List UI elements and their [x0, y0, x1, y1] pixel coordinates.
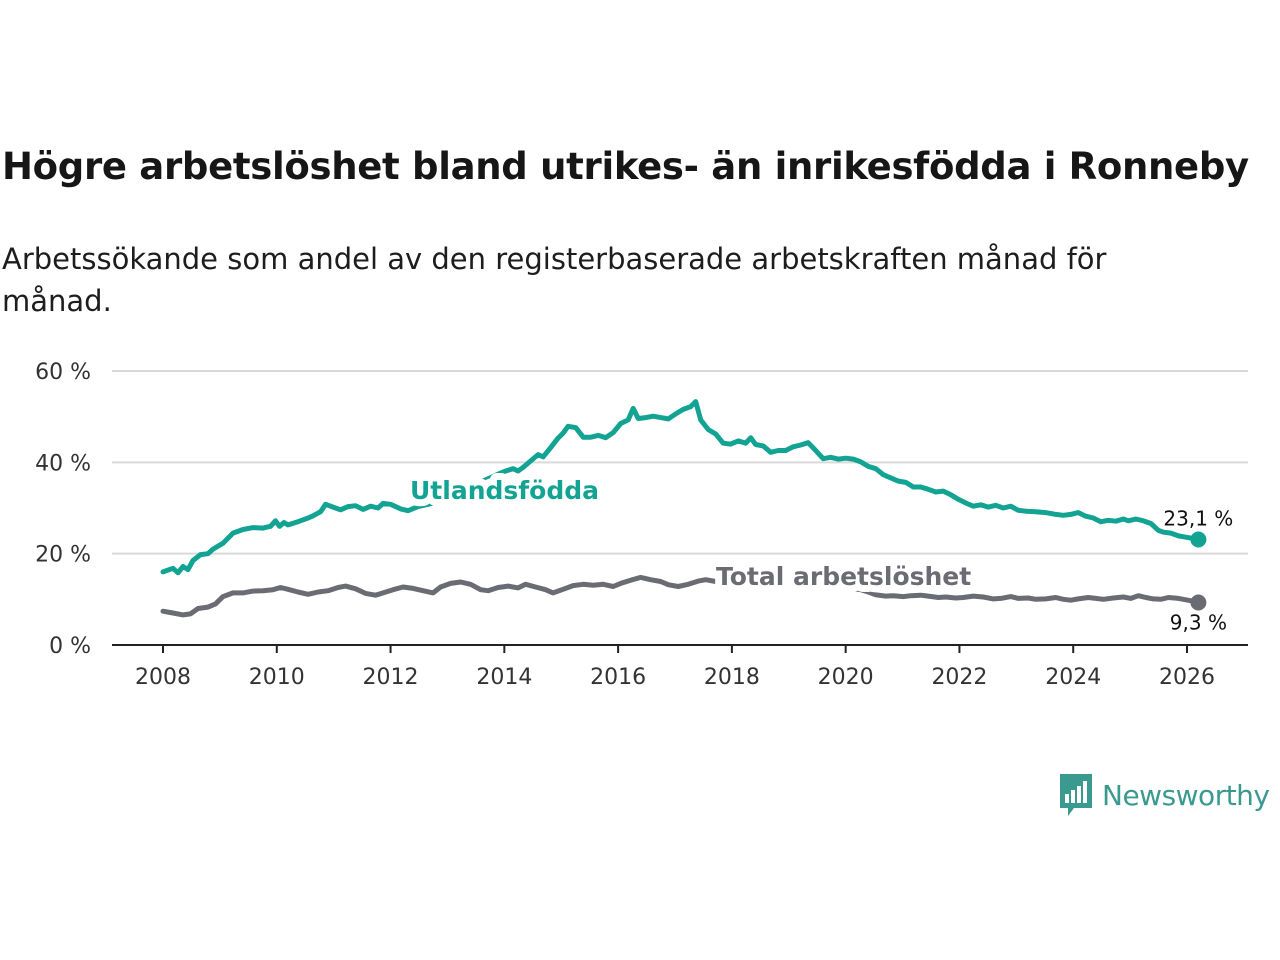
x-tick-label: 2024 [1045, 665, 1101, 690]
x-tick-label: 2026 [1159, 665, 1215, 690]
x-tick-label: 2014 [476, 665, 532, 690]
x-tick-label: 2012 [363, 665, 419, 690]
brand-name: Newsworthy [1102, 778, 1270, 812]
bar-2-shape [1071, 790, 1075, 803]
series-lines [160, 399, 1207, 618]
end-point-utlandsfodda [1190, 531, 1207, 548]
x-tick-label: 2020 [818, 665, 874, 690]
speech-bubble-shape [1060, 774, 1092, 816]
end-point-total [1190, 594, 1207, 611]
end-value-label: 9,3 % [1170, 611, 1227, 635]
newsworthy-logo: Newsworthy [1058, 772, 1270, 818]
series-label-utlandsfodda-halo: Utlandsfödda [410, 476, 599, 505]
series-line-utlandsfodda [160, 399, 1201, 576]
x-tick-label: 2022 [931, 665, 987, 690]
x-tick-label: 2016 [590, 665, 646, 690]
chart-subtitle: Arbetssökande som andel av den registerb… [2, 242, 1107, 318]
y-tick-label: 60 % [35, 360, 91, 385]
x-tick-label: 2018 [704, 665, 760, 690]
series-labels: 23,1 %9,3 %UtlandsföddaUtlandsföddaTotal… [403, 469, 1233, 635]
series-label-total-halo: Total arbetslöshet [716, 562, 971, 591]
bar-3-shape [1077, 786, 1081, 803]
end-value-label: 23,1 % [1163, 507, 1233, 531]
y-tick-label: 40 % [35, 451, 91, 476]
bar-1-shape [1065, 794, 1069, 803]
y-tick-label: 0 % [49, 634, 91, 659]
series-label-total: Total arbetslöshet [716, 562, 971, 591]
bar-4-shape [1083, 781, 1087, 803]
newsworthy-chart-icon [1060, 774, 1092, 816]
gridlines [112, 370, 1248, 555]
series-label-utlandsfodda: Utlandsfödda [410, 476, 599, 505]
chart-title: Högre arbetslöshet bland utrikes- än inr… [2, 145, 1249, 188]
series-line-total [160, 574, 1201, 618]
x-tick-label: 2008 [135, 665, 191, 690]
axes: 0 % 20 % 40 % 60 % 2008 2010 2012 2014 2016 2018 2… [35, 360, 1248, 690]
y-tick-label: 20 % [35, 543, 91, 568]
x-tick-label: 2010 [249, 665, 305, 690]
